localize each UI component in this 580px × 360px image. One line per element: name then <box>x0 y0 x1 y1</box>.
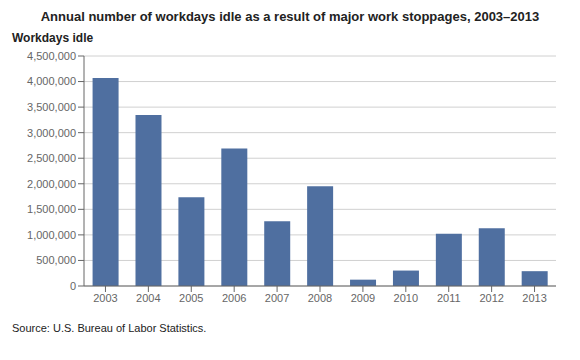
svg-text:4,500,000: 4,500,000 <box>27 50 76 62</box>
svg-text:2012: 2012 <box>479 292 503 304</box>
svg-text:2007: 2007 <box>265 292 289 304</box>
html-text:Annual number of workdays idle: Annual number of workdays idle as a resu… <box>40 9 540 24</box>
svg-text:3,500,000: 3,500,000 <box>27 101 76 113</box>
svg-text:500,000: 500,000 <box>36 254 76 266</box>
svg-text:0: 0 <box>70 280 76 292</box>
svg-text:2013: 2013 <box>522 292 546 304</box>
svg-text:2006: 2006 <box>222 292 246 304</box>
svg-text:2005: 2005 <box>179 292 203 304</box>
svg-text:2011: 2011 <box>437 292 461 304</box>
svg-text:2008: 2008 <box>308 292 332 304</box>
svg-text:1,000,000: 1,000,000 <box>27 229 76 241</box>
svg-text:3,000,000: 3,000,000 <box>27 127 76 139</box>
svg-text:2003: 2003 <box>93 292 117 304</box>
svg-text:2009: 2009 <box>351 292 375 304</box>
svg-text:2,000,000: 2,000,000 <box>27 178 76 190</box>
html-text:Workdays idle: Workdays idle <box>12 31 94 45</box>
svg-text:2004: 2004 <box>136 292 160 304</box>
svg-text:1,500,000: 1,500,000 <box>27 203 76 215</box>
svg-text:2,500,000: 2,500,000 <box>27 152 76 164</box>
svg-text:2010: 2010 <box>394 292 418 304</box>
html-text:Source: U.S. Bureau of Labor S: Source: U.S. Bureau of Labor Statistics. <box>12 322 207 334</box>
svg-text:4,000,000: 4,000,000 <box>27 75 76 87</box>
